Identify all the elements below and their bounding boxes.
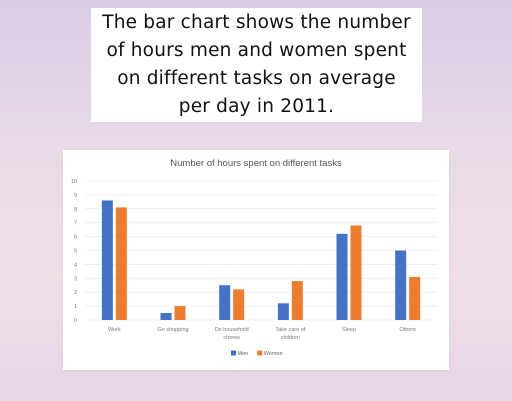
y-tick-label: 5: [74, 249, 77, 255]
legend-swatch: [231, 350, 236, 356]
y-tick-label: 2: [74, 290, 77, 296]
category-label: Sleep: [342, 327, 356, 333]
y-tick-label: 8: [74, 207, 77, 213]
category-label: Work: [108, 327, 121, 333]
category-label: Do household: [215, 327, 249, 333]
bar-men: [395, 250, 407, 320]
legend-swatch: [257, 350, 263, 356]
bar-chart: Number of hours spent on different tasks…: [71, 158, 437, 357]
caption-text: The bar chart shows the number of hours …: [102, 12, 411, 117]
bar-chart-card: Number of hours spent on different tasks…: [63, 150, 449, 370]
category-label: children: [281, 335, 300, 341]
y-tick-label: 10: [71, 179, 77, 185]
bar-men: [160, 313, 172, 320]
y-tick-label: 6: [74, 235, 77, 241]
bar-women: [233, 289, 245, 320]
bar-men: [101, 200, 113, 320]
category-label: chores: [223, 335, 240, 341]
y-tick-label: 4: [74, 262, 77, 268]
y-tick-label: 1: [74, 304, 77, 310]
y-tick-label: 0: [74, 318, 77, 324]
category-label: Go shopping: [157, 327, 188, 333]
category-label: Others: [399, 327, 416, 333]
y-tick-label: 9: [74, 193, 77, 199]
chart-title: Number of hours spent on different tasks: [170, 158, 342, 169]
legend-label: Men: [238, 351, 249, 357]
grid-lines: [85, 180, 437, 321]
y-tick-label: 7: [74, 221, 77, 227]
legend-label: Women: [264, 351, 283, 357]
category-label: Take care of: [275, 327, 305, 333]
bars: [101, 200, 421, 320]
bar-women: [115, 207, 127, 320]
legend: Men Women: [231, 350, 283, 357]
y-axis-ticks: 0 1 2 3 4 5 6 7 8 9 10: [71, 179, 77, 324]
bar-men: [277, 303, 289, 320]
bar-men: [219, 285, 231, 320]
bar-women: [291, 281, 303, 320]
category-labels: Work Go shopping Do household chores Take ca…: [108, 327, 416, 341]
caption-box: The bar chart shows the number of hours …: [91, 8, 422, 122]
bar-men: [336, 233, 348, 320]
bar-women: [409, 276, 421, 320]
bar-women: [350, 225, 362, 320]
y-tick-label: 3: [74, 276, 77, 282]
bar-women: [174, 306, 186, 320]
